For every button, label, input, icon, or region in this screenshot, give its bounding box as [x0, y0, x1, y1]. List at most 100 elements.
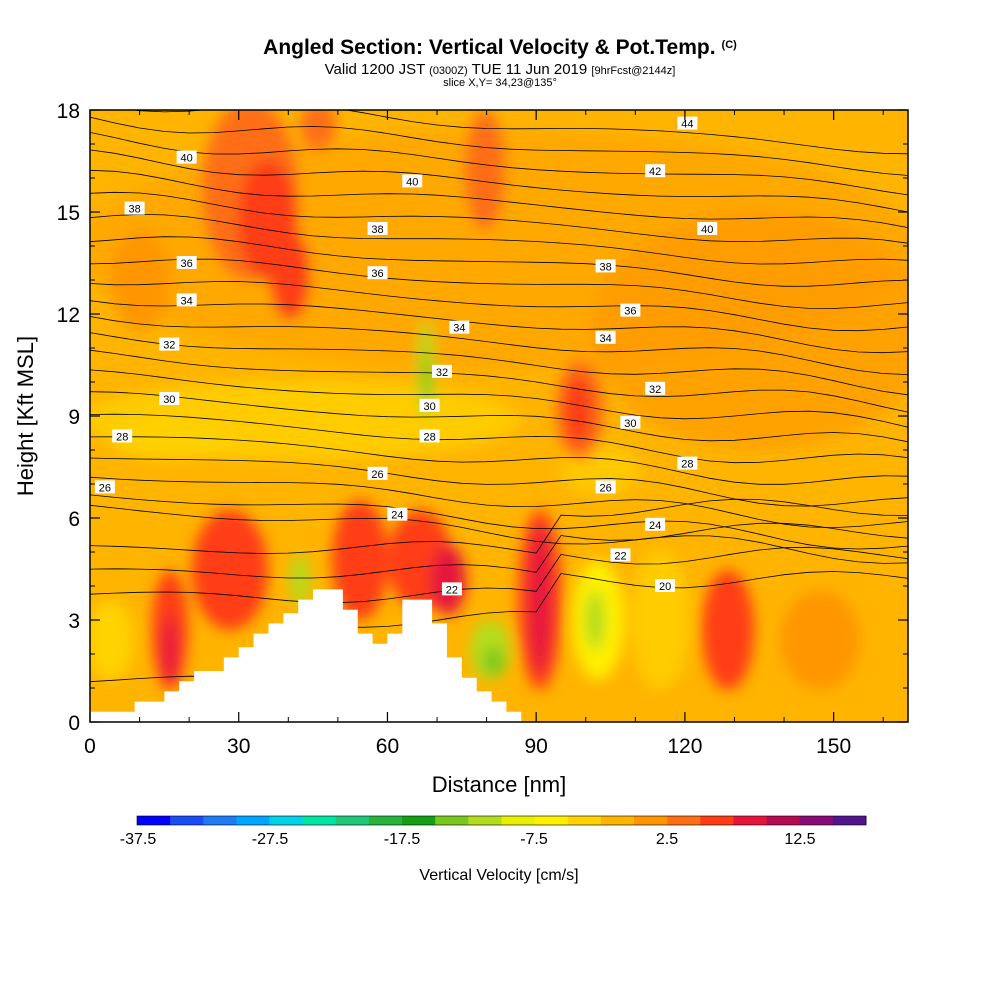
x-tick-label: 90: [525, 735, 548, 758]
chart-subtitle: Valid 1200 JST (0300Z) TUE 11 Jun 2019 […: [0, 61, 1000, 78]
contour-label-text: 28: [681, 459, 693, 471]
contour-label: 38: [595, 259, 616, 273]
contour-label-text: 28: [116, 431, 128, 443]
contour-label: 26: [367, 466, 388, 481]
pot-temp-contour: [90, 213, 908, 265]
valid-time: Valid 1200 JST: [324, 61, 425, 78]
contour-label-box: [595, 480, 616, 494]
contour-label-text: 20: [659, 581, 671, 593]
colorbar-swatch: [766, 816, 801, 825]
contour-label: 36: [176, 256, 197, 270]
y-tick-label: 15: [57, 202, 80, 225]
contour-label-text: 32: [163, 340, 175, 352]
contour-label-box: [655, 579, 676, 592]
colorbar-swatch: [501, 816, 536, 825]
pot-temp-contour: [90, 504, 908, 564]
contour-label-box: [595, 330, 616, 344]
colorbar-swatch: [600, 816, 635, 825]
contour-label-text: 24: [649, 520, 661, 532]
colorbar-tick-label: -27.5: [252, 831, 289, 848]
contour-label-text: 34: [599, 333, 611, 345]
colorbar-frame: [136, 815, 867, 826]
x-tick-label: 150: [816, 735, 851, 758]
x-tick-label: 60: [376, 735, 399, 758]
contour-label-text: 22: [446, 584, 458, 596]
colorbar-swatch: [534, 816, 569, 825]
x-tick-labels: 0 30 60 90 120 150: [84, 735, 851, 758]
contour-label-box: [431, 364, 452, 378]
contour-label-box: [387, 507, 408, 521]
contour-label-box: [419, 398, 440, 412]
contour-label-text: 40: [701, 224, 713, 236]
title-mark: (C): [721, 39, 737, 51]
contour-label-box: [124, 201, 145, 215]
contour-label-text: 38: [128, 204, 140, 216]
contour-label: 28: [677, 456, 698, 471]
pot-temp-contour: [90, 258, 908, 309]
contour-label-box: [697, 222, 718, 235]
pot-temp-contour: [90, 498, 908, 554]
x-tick-label: 30: [227, 735, 250, 758]
chart-title: Angled Section: Vertical Velocity & Pot.…: [263, 36, 737, 59]
contour-label: 26: [595, 480, 616, 494]
contour-label: 22: [610, 548, 631, 562]
contour-label: 30: [419, 398, 440, 413]
contour-label-box: [159, 337, 180, 351]
contour-label: 26: [94, 480, 115, 494]
contour-label-text: 30: [423, 401, 435, 413]
colorbar-tick-labels: -37.5 -27.5 -17.5 -7.5 2.5 12.5: [120, 831, 816, 848]
contour-label: 40: [176, 150, 197, 165]
pot-temp-contour: [90, 316, 908, 375]
contour-label-text: 38: [599, 261, 611, 273]
contour-label: 24: [387, 507, 408, 522]
contour-label: 24: [645, 517, 666, 532]
contour-label-text: 40: [181, 153, 193, 165]
contour-label-text: 40: [406, 176, 418, 188]
contour-label-text: 22: [614, 550, 626, 562]
contour-label-text: 38: [371, 224, 383, 236]
contour-label-text: 32: [436, 367, 448, 379]
contour-label: 36: [620, 303, 641, 318]
contour-label-box: [176, 256, 197, 269]
y-tick-label: 6: [68, 508, 80, 531]
contour-label: 34: [176, 293, 197, 307]
contour-label: 34: [595, 330, 616, 345]
contour-label-text: 24: [391, 510, 403, 522]
contour-label: 38: [367, 222, 388, 236]
pot-temp-contour: [90, 300, 908, 354]
contour-label-box: [620, 303, 641, 317]
contour-label: 44: [677, 116, 698, 131]
pot-temp-contour: [90, 281, 908, 332]
contour-label-box: [620, 415, 641, 429]
y-tick-label: 3: [68, 610, 80, 633]
contour-label: 28: [419, 429, 440, 443]
contour-label: 32: [431, 364, 452, 379]
colorbar-tick-label: -17.5: [384, 831, 421, 848]
colorbar-swatch: [468, 816, 502, 825]
contour-label: 30: [159, 392, 180, 406]
colorbar-tick-label: 2.5: [656, 831, 678, 848]
pot-temp-contour: [90, 546, 908, 604]
colorbar-tick-label: -37.5: [120, 831, 157, 848]
pot-temp-contour: [131, 110, 908, 155]
contour-label-text: 36: [624, 306, 636, 318]
colorbar-swatch: [203, 816, 237, 825]
pot-temp-contour: [90, 369, 908, 428]
contour-label: 28: [112, 429, 133, 443]
axis-ticks: [89, 109, 908, 723]
colorbar-swatch: [634, 816, 668, 825]
contour-label-box: [367, 466, 388, 480]
pot-temp-contour: [90, 169, 908, 228]
colorbar-tick-label: -7.5: [520, 831, 548, 848]
pot-temp-contour: [90, 457, 908, 507]
contour-label-box: [441, 582, 462, 596]
contour-label-box: [610, 548, 631, 562]
contour-label: 38: [124, 201, 145, 216]
contour-label-box: [645, 164, 666, 178]
colorbar-swatch: [170, 816, 204, 825]
pot-temp-contour: [90, 522, 908, 579]
colorbar-swatch: [236, 816, 271, 825]
pot-temp-contour: [90, 116, 908, 176]
velocity-field: [90, 110, 908, 722]
